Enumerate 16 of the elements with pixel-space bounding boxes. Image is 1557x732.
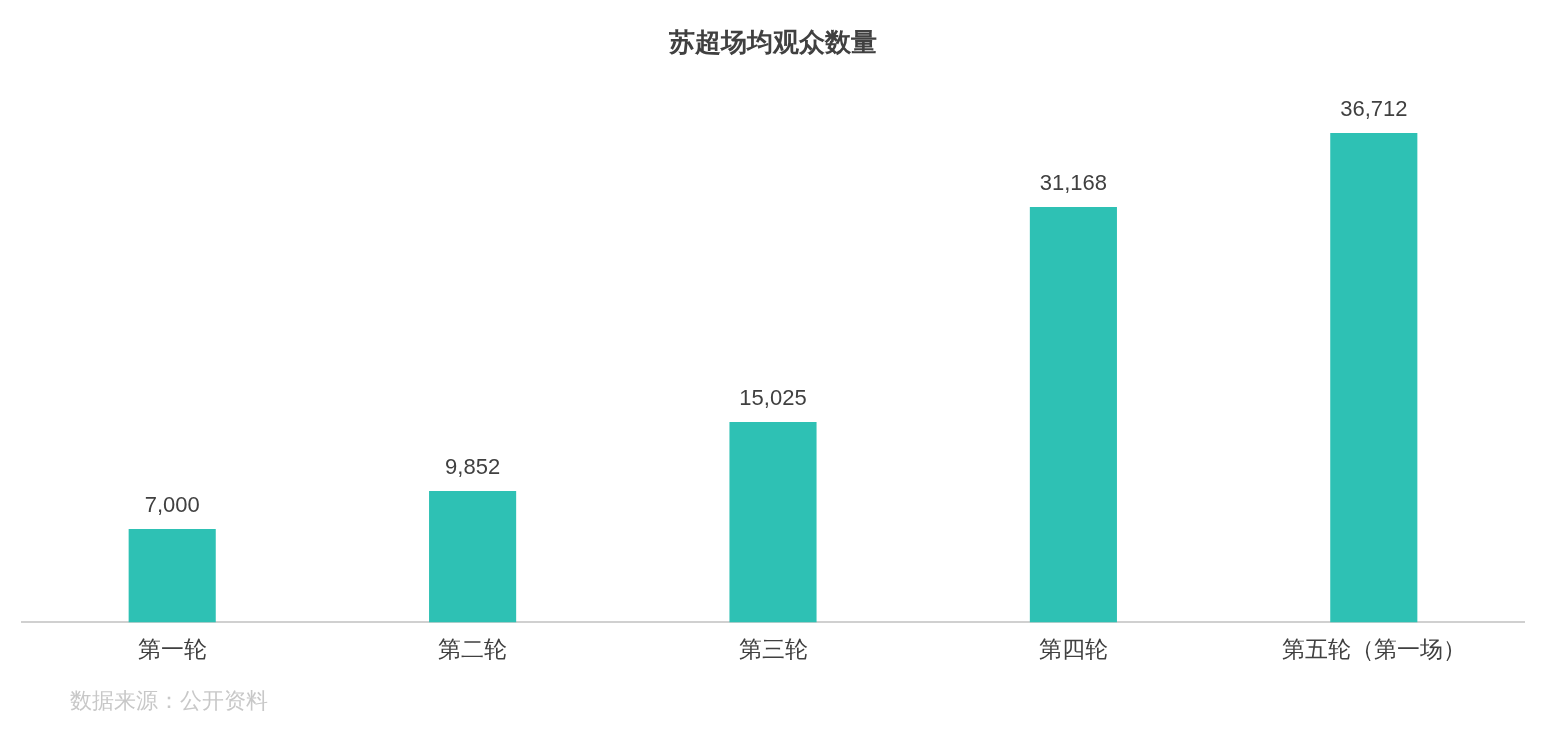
x-tick-label: 第一轮 [137,635,207,662]
x-tick-label: 第五轮（第一场） [1281,635,1466,662]
bar [429,491,517,623]
bar [128,529,216,623]
chart-title: 苏超场均观众数量 [668,26,877,57]
bar [1330,133,1418,623]
x-tick-label: 第四轮 [1038,635,1108,662]
bar [1029,206,1117,623]
x-tick-label: 第二轮 [438,635,508,662]
data-label: 36,712 [1340,96,1408,122]
data-label: 9,852 [445,454,501,480]
data-label: 31,168 [1039,169,1108,195]
data-label: 7,000 [144,492,200,518]
x-tick-label: 第三轮 [738,635,808,662]
data-label: 15,025 [739,385,807,411]
bar [729,422,817,623]
